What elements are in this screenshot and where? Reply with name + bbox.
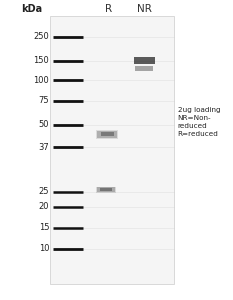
Text: kDa: kDa — [21, 4, 42, 14]
Bar — [97, 131, 117, 138]
Text: NR: NR — [137, 4, 152, 14]
Text: 150: 150 — [34, 56, 49, 65]
Text: 75: 75 — [39, 96, 49, 105]
Text: 2ug loading
NR=Non-
reduced
R=reduced: 2ug loading NR=Non- reduced R=reduced — [178, 107, 220, 137]
Bar — [100, 188, 112, 191]
Bar — [51, 16, 174, 284]
Bar — [96, 187, 116, 193]
Text: 50: 50 — [39, 120, 49, 129]
Text: 15: 15 — [39, 223, 49, 232]
Text: 25: 25 — [39, 188, 49, 196]
Bar — [96, 130, 118, 139]
Bar — [135, 67, 154, 71]
Text: R: R — [105, 4, 112, 14]
Text: 20: 20 — [39, 202, 49, 211]
Bar — [97, 187, 115, 192]
Text: 37: 37 — [38, 143, 49, 152]
Text: 10: 10 — [39, 244, 49, 253]
Bar — [134, 57, 154, 64]
Text: 100: 100 — [34, 76, 49, 85]
Text: 250: 250 — [34, 32, 49, 41]
Bar — [101, 132, 114, 137]
